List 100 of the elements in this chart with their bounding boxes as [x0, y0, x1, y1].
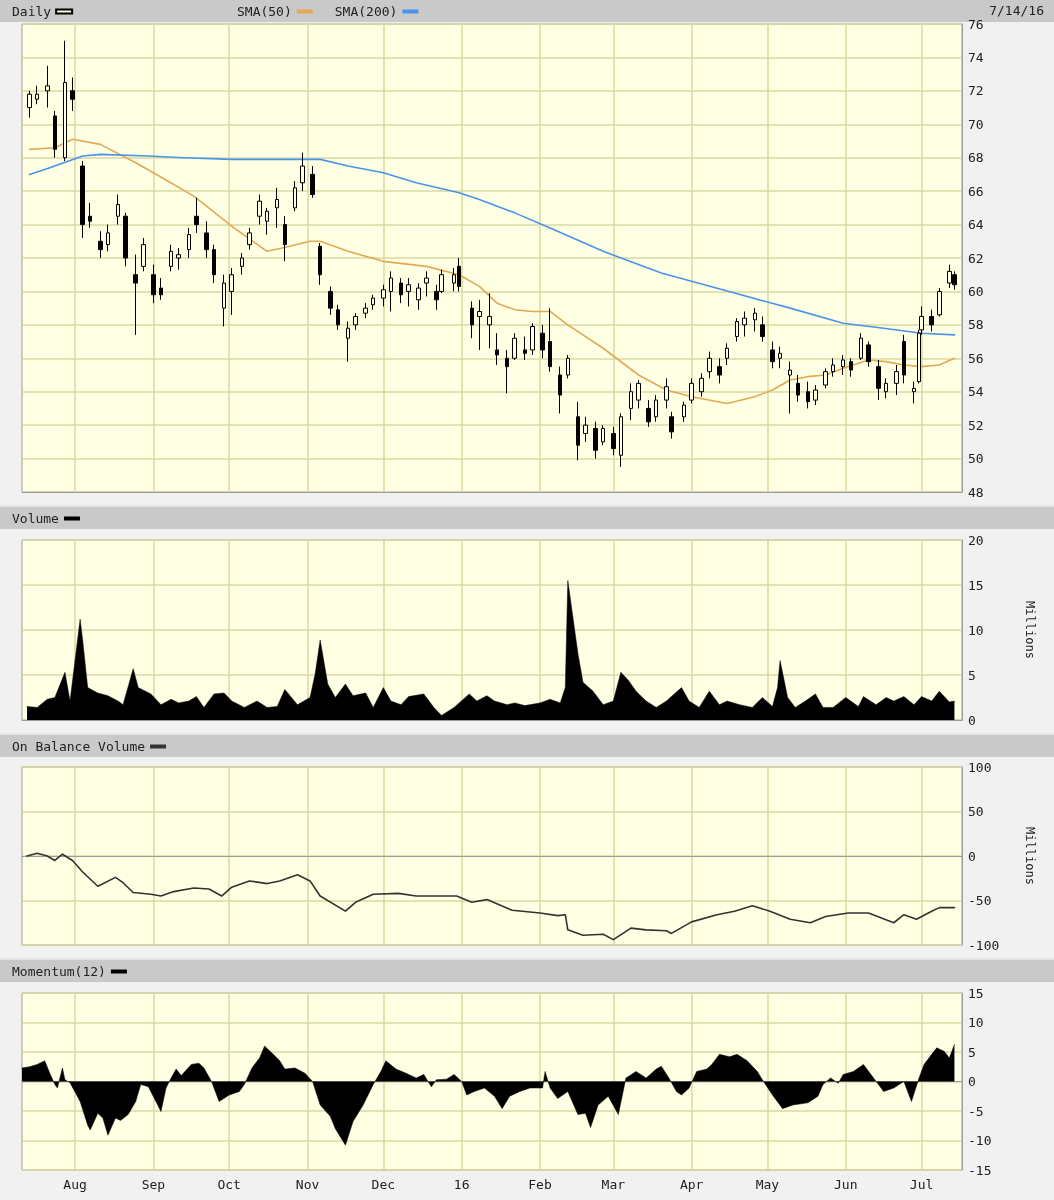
candlestick	[336, 304, 340, 331]
x-tick-label: Jul	[909, 1177, 934, 1192]
y-tick-label: -100	[968, 937, 1000, 953]
candlestick	[806, 381, 810, 409]
y-tick-label: 56	[968, 350, 984, 366]
candlestick	[257, 193, 262, 226]
candlestick	[717, 357, 722, 384]
candlestick	[265, 207, 269, 236]
candlestick	[470, 300, 474, 339]
candlestick	[275, 187, 279, 229]
legend-label: On Balance Volume	[11, 739, 146, 754]
x-tick-label: Sep	[141, 1177, 166, 1192]
candlestick	[283, 215, 287, 262]
legend-label: SMA(50)	[236, 4, 292, 19]
candlestick	[187, 227, 191, 259]
candlestick	[636, 379, 641, 409]
y-tick-label: 76	[968, 16, 984, 32]
y-axis-title: Millions	[1023, 827, 1037, 885]
candlestick	[371, 294, 375, 311]
y-tick-label: 5	[968, 1044, 976, 1060]
candlestick	[116, 193, 120, 226]
candlestick	[576, 401, 580, 461]
candlestick	[831, 357, 835, 378]
y-tick-label: 20	[968, 532, 984, 548]
x-tick-label: Jun	[834, 1177, 858, 1192]
y-tick-label: 66	[968, 183, 984, 199]
candlestick	[725, 342, 729, 366]
y-tick-label: -5	[968, 1103, 984, 1119]
x-tick-label: 16	[453, 1177, 470, 1192]
candlestick	[548, 307, 552, 373]
candlestick	[689, 377, 694, 404]
x-tick-label: Nov	[295, 1177, 320, 1192]
x-tick-label: Dec	[371, 1177, 396, 1192]
candlestick	[247, 227, 252, 251]
candlestick	[894, 364, 899, 396]
candlestick	[530, 322, 535, 356]
candlestick	[133, 254, 138, 336]
candlestick	[611, 426, 616, 456]
candlestick	[229, 267, 234, 316]
candlestick	[399, 277, 403, 304]
candlestick	[495, 332, 499, 366]
candlestick	[505, 349, 509, 394]
x-tick-label: Mar	[601, 1177, 626, 1192]
y-tick-label: 74	[968, 49, 984, 65]
candlestick	[346, 321, 350, 363]
candlestick	[141, 237, 146, 272]
candlestick	[699, 372, 704, 398]
y-tick-label: 0	[968, 712, 976, 728]
candlestick	[328, 285, 333, 316]
candlestick	[841, 354, 845, 376]
candlestick	[770, 341, 775, 369]
candlestick	[707, 351, 712, 379]
candlestick	[416, 282, 421, 311]
candlestick	[760, 316, 765, 343]
candlestick	[406, 277, 411, 307]
candlestick	[151, 264, 156, 304]
candlestick	[583, 416, 588, 443]
y-tick-label: 54	[968, 384, 984, 400]
candlestick	[310, 165, 315, 199]
x-tick-label: Apr	[679, 1177, 704, 1192]
candlestick	[45, 65, 50, 109]
candlestick	[629, 382, 633, 421]
candlestick	[558, 366, 562, 414]
candlestick	[619, 412, 623, 468]
candlestick	[866, 341, 871, 368]
candlestick	[523, 336, 527, 361]
y-tick-label: 72	[968, 83, 984, 99]
candlestick	[70, 76, 75, 112]
candlestick	[194, 197, 199, 234]
candlestick	[27, 90, 32, 119]
candlestick	[477, 299, 482, 351]
candlestick	[849, 357, 853, 378]
y-tick-label: 0	[968, 848, 976, 864]
legend-label: SMA(200)	[334, 4, 398, 19]
candlestick	[35, 85, 39, 105]
candlestick	[929, 309, 934, 333]
y-tick-label: -15	[968, 1162, 992, 1178]
x-tick-label: Feb	[528, 1177, 552, 1192]
y-tick-label: 50	[968, 804, 984, 819]
candlestick	[742, 310, 747, 338]
legend-label: Volume	[11, 511, 60, 526]
candlestick	[204, 220, 209, 259]
y-tick-label: 64	[968, 217, 984, 233]
y-tick-label: 62	[968, 250, 984, 266]
y-tick-label: 10	[968, 1015, 984, 1030]
candlestick	[487, 292, 492, 349]
candlestick	[176, 247, 181, 271]
candlestick	[912, 381, 916, 404]
candlestick	[937, 287, 942, 317]
y-tick-label: 15	[968, 985, 984, 1001]
candlestick	[902, 334, 906, 384]
candlestick	[788, 361, 792, 414]
candlestick	[512, 332, 517, 361]
y-tick-label: 0	[968, 1074, 976, 1089]
candlestick	[169, 244, 173, 272]
candlestick	[159, 277, 163, 301]
candlestick	[813, 384, 818, 406]
candlestick	[222, 274, 226, 328]
candlestick	[753, 307, 757, 333]
y-tick-label: 60	[968, 283, 984, 299]
